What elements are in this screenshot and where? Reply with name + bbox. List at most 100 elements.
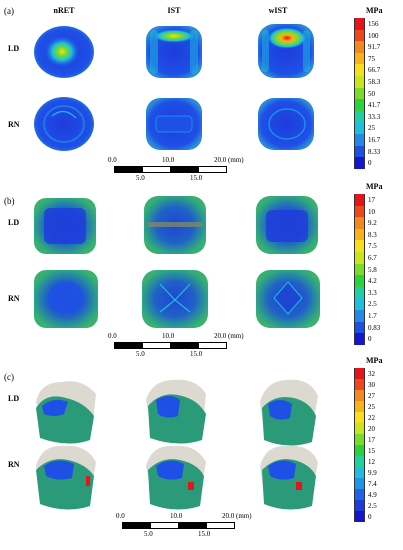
legend-tick-label: 20 [368,425,375,433]
legend-tick-label: 91.7 [368,43,381,52]
legend-tick-label: 8.33 [368,147,381,156]
legend-swatch [354,145,365,158]
legend-swatch [354,368,365,379]
legend-tick-label: 100 [368,31,379,40]
legend-swatch [354,87,365,100]
row-label-a-ld: LD [8,44,20,53]
tooth-c-rn-nret [36,445,96,510]
legend-swatch [354,379,365,390]
tooth-c-ld-wist [260,379,318,446]
legend-swatch [354,205,365,218]
legend-tick-label: 0 [368,159,372,168]
legend-swatch [354,64,365,76]
legend-swatch [354,252,365,264]
legend-unit: MPa [366,182,383,191]
tooth-a-ld-wist [258,24,314,78]
column-header-wist: wIST [268,6,288,15]
legend-tick-label: 0 [368,513,372,521]
legend-tick-label: 17 [368,436,375,444]
legend-tick-label: 41.7 [368,101,381,110]
tooth-b-ld-ist [144,196,206,254]
legend-swatch [354,478,365,489]
legend-swatch [354,134,365,146]
color-legend-b: MPa 17 10 9.2 8.3 7.5 6.7 5.8 4.2 3.3 2.5 1.7 0.83 0 [354,182,400,345]
legend-tick-label: 4.2 [368,277,377,286]
legend-swatch [354,99,365,111]
legend-tick-label: 156 [368,20,379,28]
scale-bar-c: 0.0 10.0 20.0 (mm) 5.0 15.0 [116,512,262,542]
scale-top-label: 0.0 [108,156,117,164]
tooth-c-rn-wist [260,445,318,510]
legend-tick-label: 12 [368,458,375,466]
legend-swatch [354,298,365,310]
legend-tick-label: 2.5 [368,300,377,309]
tooth-a-rn-nret [34,97,94,151]
legend-tick-label: 32 [368,370,375,378]
legend-swatch [354,467,365,478]
legend-unit: MPa [366,6,383,15]
tooth-b-rn-ist [142,270,208,328]
legend-tick-label: 66.7 [368,66,381,75]
tooth-b-rn-wist [256,270,320,328]
tooth-c-ld-ist [146,379,206,444]
legend-swatch [354,401,365,412]
legend-tick-label: 1.7 [368,312,377,320]
legend-tick-label: 25 [368,403,375,411]
tooth-c-rn-ist [146,445,206,510]
legend-swatch [354,228,365,241]
legend-tick-label: 2.5 [368,502,377,510]
scale-bottom-label: 5.0 [136,174,145,182]
legend-tick-label: 22 [368,414,375,422]
legend-tick-label: 58.3 [368,78,381,86]
scale-top-label: 10.0 [162,332,175,340]
legend-tick-label: 6.7 [368,254,377,262]
column-header-nret: nRET [53,6,75,15]
scale-top-label: 0.0 [116,512,125,520]
legend-swatch [354,456,365,467]
legend-tick-label: 8.3 [368,230,377,239]
tooth-a-rn-ist [146,98,202,150]
row-label-b-rn: RN [8,294,20,303]
legend-swatch [354,445,365,456]
legend-swatch [354,217,365,229]
legend-swatch [354,412,365,423]
legend-tick-label: 33.3 [368,112,381,121]
legend-swatch [354,110,365,123]
scale-bottom-label: 15.0 [198,530,211,538]
scale-top-label: 10.0 [170,512,183,520]
legend-tick-label: 27 [368,392,375,400]
legend-tick-label: 5.8 [368,265,377,274]
tooth-b-rn-nret [34,270,98,328]
legend-tick-label: 0 [368,335,372,344]
legend-swatch [354,29,365,42]
legend-swatch [354,194,365,206]
legend-swatch [354,263,365,276]
scale-top-label: 10.0 [162,156,175,164]
legend-tick-label: 25 [368,124,375,133]
tooth-a-ld-nret [34,26,94,78]
legend-swatch [354,76,365,88]
legend-swatch [354,240,365,252]
legend-unit: MPa [366,356,383,365]
tooth-c-ld-nret [36,381,96,444]
scale-top-label: 0.0 [108,332,117,340]
panel-label-c: (c) [4,372,14,382]
legend-swatch [354,310,365,322]
color-legend-c: MPa 32 30 27 25 22 20 17 15 12 9.9 7.4 4.9 2.5 0 [354,356,400,526]
scale-bar-a: 0.0 10.0 20.0 (mm) 5.0 15.0 [108,156,254,186]
legend-tick-label: 4.9 [368,491,377,499]
legend-tick-label: 30 [368,381,375,389]
legend-tick-label: 0.83 [368,323,381,332]
tooth-a-rn-wist [258,98,314,150]
legend-swatch [354,423,365,434]
scale-bottom-label: 5.0 [136,350,145,358]
legend-swatch [354,275,365,287]
scale-bottom-label: 15.0 [190,174,203,182]
legend-tick-label: 9.9 [368,469,377,477]
legend-tick-label: 3.3 [368,288,377,297]
tooth-b-ld-nret [34,198,96,254]
legend-tick-label: 75 [368,54,375,63]
column-header-ist: IST [167,6,181,15]
legend-tick-label: 50 [368,89,375,98]
panel-label-a: (a) [4,6,14,16]
